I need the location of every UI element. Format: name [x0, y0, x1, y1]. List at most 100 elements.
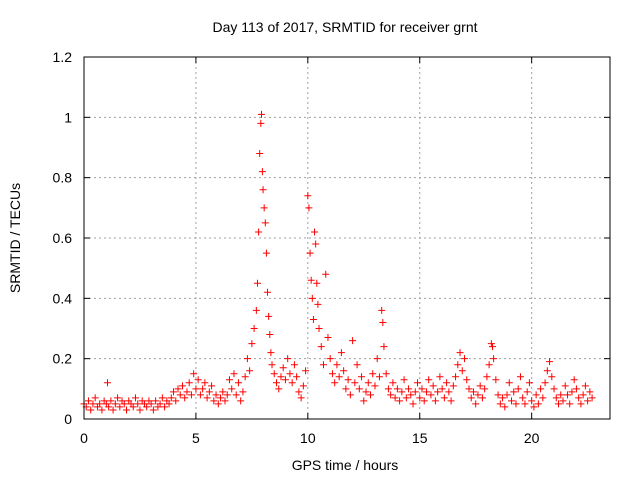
data-point — [201, 379, 209, 387]
data-point — [308, 294, 316, 302]
data-point — [452, 373, 460, 381]
data-point — [510, 388, 518, 396]
data-point — [519, 394, 527, 402]
data-point — [445, 388, 453, 396]
data-point — [223, 391, 231, 399]
data-point — [548, 373, 556, 381]
x-tick-label: 10 — [300, 430, 316, 446]
data-point — [384, 385, 392, 393]
data-point — [422, 388, 430, 396]
data-point — [309, 315, 317, 323]
data-point — [525, 379, 533, 387]
data-point — [143, 403, 151, 411]
data-point — [561, 382, 569, 390]
data-point — [165, 400, 173, 408]
data-point — [109, 406, 117, 414]
data-point — [250, 325, 258, 332]
data-point — [286, 370, 294, 378]
data-point — [405, 385, 413, 393]
data-point — [550, 385, 558, 393]
data-point — [313, 279, 321, 287]
data-point — [483, 373, 491, 381]
data-point — [232, 391, 240, 399]
data-point — [440, 394, 448, 402]
data-point — [584, 397, 592, 405]
data-point — [543, 367, 551, 375]
data-point — [398, 388, 406, 396]
data-point — [427, 391, 435, 399]
data-point — [333, 361, 341, 369]
data-point — [416, 394, 424, 402]
data-point — [387, 391, 395, 399]
data-point — [443, 379, 451, 387]
data-point — [116, 403, 124, 411]
data-point — [494, 391, 502, 399]
data-point — [243, 355, 251, 363]
data-point — [407, 391, 415, 399]
data-point — [104, 379, 112, 387]
data-point — [344, 376, 352, 384]
data-point — [436, 373, 444, 381]
grid-lines — [84, 57, 610, 419]
data-point — [411, 388, 419, 396]
data-point — [221, 397, 229, 405]
data-point — [546, 358, 554, 366]
x-axis-label: GPS time / hours — [292, 457, 399, 473]
data-point — [305, 204, 313, 212]
data-point — [290, 361, 298, 369]
data-point — [572, 385, 580, 393]
data-point — [284, 355, 292, 363]
data-point — [469, 388, 477, 396]
data-point — [131, 394, 139, 402]
data-point — [156, 400, 164, 408]
data-point — [260, 204, 268, 212]
data-point — [203, 394, 211, 402]
data-point — [454, 361, 462, 369]
data-point — [490, 355, 498, 363]
data-point — [400, 376, 408, 384]
data-point — [532, 391, 540, 399]
data-point — [420, 397, 428, 405]
data-point — [105, 403, 113, 411]
data-point — [458, 367, 466, 375]
data-point — [149, 406, 157, 414]
data-point — [172, 397, 180, 405]
data-point — [362, 388, 370, 396]
y-tick-label: 0.8 — [53, 170, 73, 186]
data-point — [588, 394, 596, 402]
data-point — [248, 340, 256, 348]
data-point — [537, 385, 545, 393]
data-point — [259, 186, 267, 194]
data-point — [541, 379, 549, 387]
data-point — [306, 249, 314, 257]
data-point — [371, 382, 379, 390]
data-point — [505, 379, 513, 387]
data-point — [586, 388, 594, 396]
data-point — [262, 249, 270, 257]
data-point — [312, 240, 320, 248]
data-point — [270, 370, 278, 378]
data-point — [219, 388, 227, 396]
data-point — [396, 397, 404, 405]
data-point — [214, 400, 222, 408]
data-point — [217, 394, 225, 402]
data-point — [293, 373, 301, 381]
data-points — [80, 110, 596, 414]
data-point — [234, 379, 242, 387]
data-point — [257, 110, 265, 118]
data-point — [364, 379, 372, 387]
data-point — [299, 382, 307, 390]
data-point — [378, 306, 386, 314]
data-point — [212, 391, 220, 399]
x-tick-label: 5 — [192, 430, 200, 446]
data-point — [317, 343, 325, 351]
data-point — [358, 373, 366, 381]
data-point — [367, 391, 375, 399]
data-point — [252, 306, 260, 314]
axis-ticks — [83, 56, 610, 420]
data-point — [492, 376, 500, 384]
data-point — [429, 382, 437, 390]
data-point — [566, 400, 574, 408]
data-point — [185, 379, 193, 387]
